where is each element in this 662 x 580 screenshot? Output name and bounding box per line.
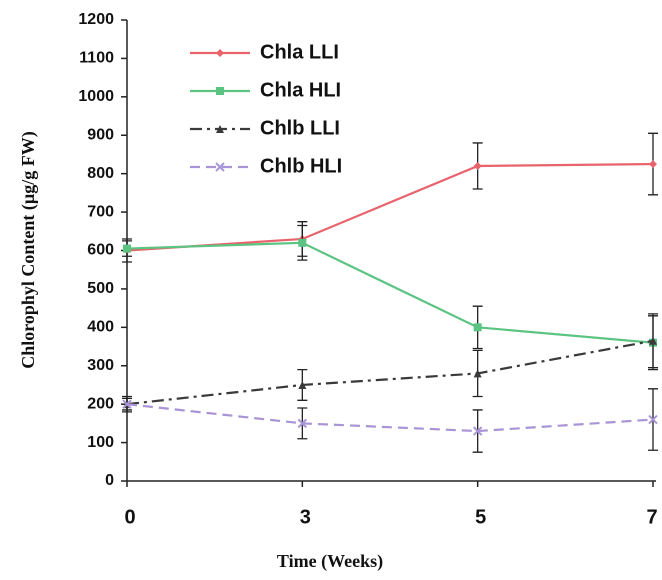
legend-label: Chla HLI xyxy=(260,79,341,101)
marker xyxy=(216,49,224,57)
marker xyxy=(123,244,131,253)
y-tick-label: 0 xyxy=(105,472,114,489)
y-tick-label: 1200 xyxy=(78,11,114,28)
marker xyxy=(215,162,225,172)
marker xyxy=(297,418,308,429)
y-tick-label: 100 xyxy=(87,434,114,451)
marker xyxy=(473,161,482,170)
marker xyxy=(472,426,483,436)
marker xyxy=(298,238,307,247)
y-tick-label: 700 xyxy=(87,203,114,220)
marker xyxy=(649,160,657,169)
y-tick-label: 1100 xyxy=(79,50,114,67)
y-tick-label: 200 xyxy=(87,395,114,412)
marker xyxy=(122,399,132,409)
y-tick-label: 300 xyxy=(87,357,114,374)
legend-label: Chlb HLI xyxy=(260,155,342,177)
series-line xyxy=(126,241,654,344)
x-tick-label: 0 xyxy=(124,506,135,528)
y-tick-label: 900 xyxy=(87,126,114,143)
marker xyxy=(216,125,224,133)
x-tick-label: 3 xyxy=(300,506,311,528)
x-tick-label: 7 xyxy=(646,506,657,528)
series-line xyxy=(126,339,654,406)
x-tick-label: 5 xyxy=(475,506,486,528)
x-axis-title: Time (Weeks) xyxy=(277,551,383,572)
y-tick-label: 400 xyxy=(87,319,114,336)
series-line xyxy=(126,162,654,252)
legend-label: Chla LLI xyxy=(260,41,339,63)
marker xyxy=(473,369,482,378)
marker xyxy=(216,87,224,95)
y-axis-title: Chlorophyl Content (µg/g FW) xyxy=(18,131,39,369)
series-line xyxy=(126,403,654,433)
y-tick-label: 800 xyxy=(87,165,114,182)
legend-label: Chlb LLI xyxy=(260,117,340,139)
marker xyxy=(473,323,482,332)
y-tick-label: 1000 xyxy=(78,88,114,105)
y-tick-label: 600 xyxy=(87,242,114,259)
y-tick-label: 500 xyxy=(87,280,114,297)
marker xyxy=(298,380,307,389)
marker xyxy=(649,336,657,345)
marker xyxy=(648,414,658,425)
